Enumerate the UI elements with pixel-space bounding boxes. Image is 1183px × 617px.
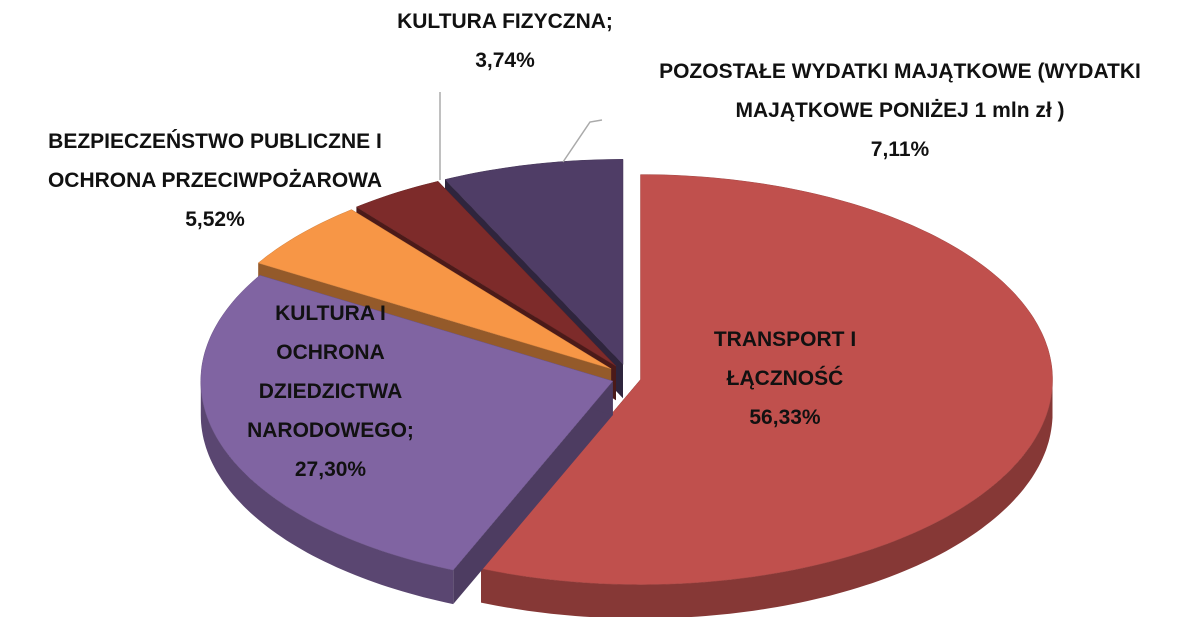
slice-edge [200,381,454,605]
slice [355,181,617,367]
category-label: TRANSPORT I ŁĄCZNOŚĆ [713,328,857,390]
slice [257,209,612,370]
leader-line [562,119,603,163]
value-label: 7,11% [870,138,930,161]
value-label: 56,33% [749,406,821,429]
slice-edge [481,379,1053,617]
value-label: 27,30% [294,458,367,481]
slice [200,275,614,571]
data-label: KULTURA I OCHRONA DZIEDZICTWA NARODOWEGO… [228,294,433,489]
slice-side [453,381,613,605]
data-label: KULTURA FIZYCZNA; 3,74% [370,2,640,80]
category-label: KULTURA FIZYCZNA; [397,10,613,33]
slice [480,174,1053,585]
category-label: POZOSTAŁE WYDATKI MAJĄTKOWE (WYDATKI MAJ… [659,60,1141,122]
value-label: 3,74% [475,49,535,72]
data-label: TRANSPORT I ŁĄCZNOŚĆ 56,33% [680,320,890,437]
slice [444,159,624,365]
category-label: KULTURA I OCHRONA DZIEDZICTWA NARODOWEGO… [247,302,414,442]
data-label: BEZPIECZEŃSTWO PUBLICZNE I OCHRONA PRZEC… [0,122,430,239]
data-label: POZOSTAŁE WYDATKI MAJĄTKOWE (WYDATKI MAJ… [610,52,1183,169]
category-label: BEZPIECZEŃSTWO PUBLICZNE I OCHRONA PRZEC… [47,130,383,192]
slices [200,159,1053,617]
value-label: 5,52% [185,208,245,231]
